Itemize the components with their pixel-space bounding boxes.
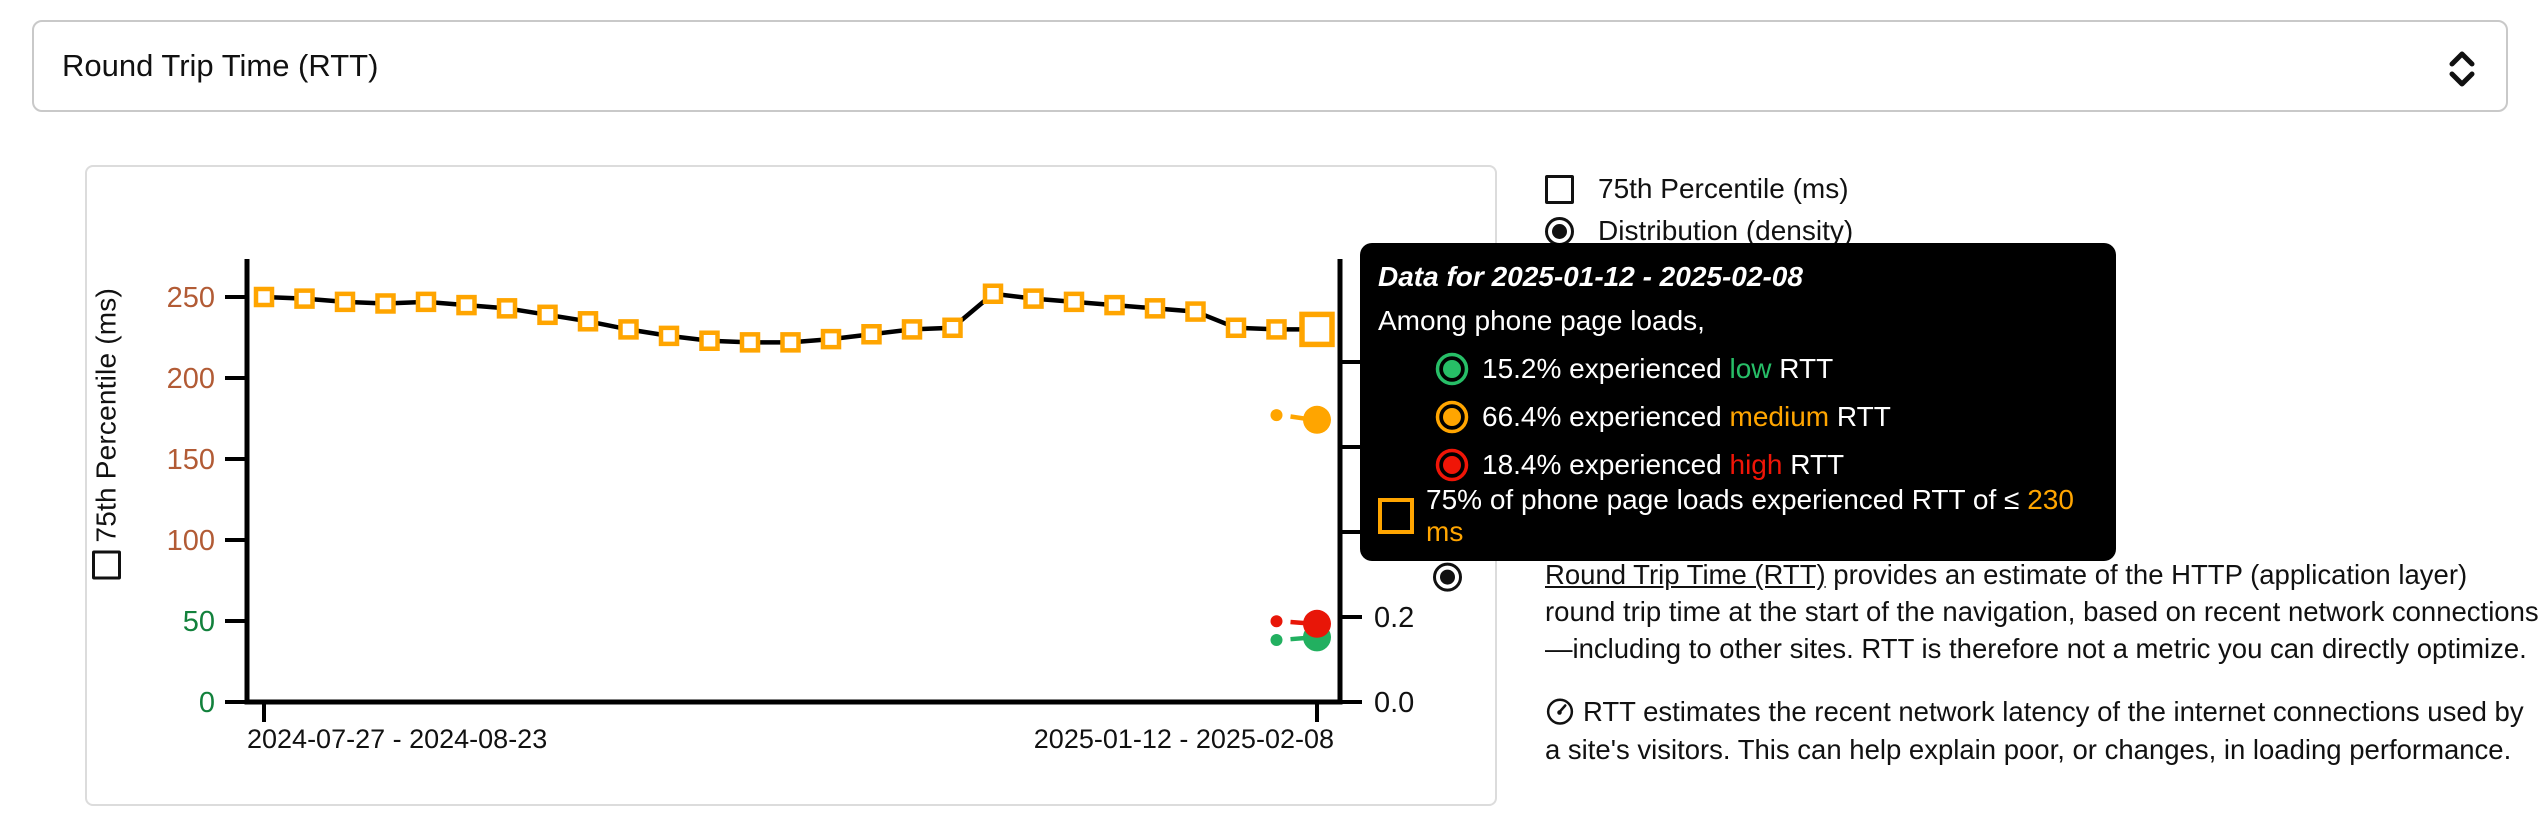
metric-description: Round Trip Time (RTT) provides an estima… xyxy=(1545,556,2540,794)
data-tooltip: Data for 2025-01-12 - 2025-02-08 Among p… xyxy=(1360,243,2116,561)
percentile-point xyxy=(496,298,518,319)
percentile-point xyxy=(1023,288,1044,309)
unfold-more-icon xyxy=(2444,46,2480,97)
percentile-point xyxy=(577,311,599,332)
tooltip-summary-value: 230 ms xyxy=(1426,484,2074,547)
percentile-point xyxy=(699,330,720,351)
percentile-point xyxy=(739,332,761,353)
percentile-point xyxy=(415,291,437,313)
chart-card: 0 50 100 150 200 250 0.0 0.2 2024-07-27 - 2024-0… xyxy=(85,165,1497,806)
radio-icon xyxy=(1433,562,1463,592)
percentile-point xyxy=(901,319,923,340)
percentile-point xyxy=(537,304,558,326)
tooltip-row: 15.2% experienced low RTT xyxy=(1378,345,2092,393)
percentile-point xyxy=(861,324,882,345)
checkbox-icon xyxy=(92,550,121,580)
percentile-point xyxy=(1225,317,1247,339)
right-axis-tick-label: 0.0 xyxy=(1374,687,1414,719)
percentile-point xyxy=(253,286,275,308)
metric-dropdown[interactable]: Round Trip Time (RTT) xyxy=(32,20,2508,112)
percentile-point xyxy=(1063,291,1085,313)
legend-row-distribution[interactable]: Distribution (density) xyxy=(1545,210,1853,252)
percentile-point xyxy=(456,294,477,316)
y-axis-title-left: 75th Percentile (ms) xyxy=(90,288,123,590)
tooltip-rows: 15.2% experienced low RTT 66.4% experien… xyxy=(1378,345,2092,489)
tooltip-intro: Among phone page loads, xyxy=(1378,305,1705,336)
percentile-checkbox-icon[interactable] xyxy=(1545,174,1574,204)
high-density-point-highlighted xyxy=(1303,609,1331,638)
tooltip-row: 66.4% experienced medium RTT xyxy=(1378,393,2092,441)
left-axis-tick-label: 100 xyxy=(167,525,215,557)
percentile-point xyxy=(982,283,1004,305)
low-density-point xyxy=(1270,633,1283,646)
high-density-point xyxy=(1270,615,1283,628)
rtt-docs-link[interactable]: Round Trip Time (RTT) xyxy=(1545,559,1826,590)
left-axis-tick-label: 0 xyxy=(199,687,215,719)
percentile-point xyxy=(942,317,963,339)
left-axis-tick-label: 250 xyxy=(167,282,215,314)
percentile-square-icon xyxy=(1378,498,1414,534)
metric-dropdown-label: Round Trip Time (RTT) xyxy=(62,48,379,83)
percentile-point xyxy=(618,319,639,340)
tooltip-row: 18.4% experienced high RTT xyxy=(1378,441,2092,489)
x-axis-tick-label-last: 2025-01-12 - 2025-02-08 xyxy=(1034,724,1334,754)
rtt-chart[interactable]: 0 50 100 150 200 250 0.0 0.2 2024-07-27 - 2024-0… xyxy=(87,167,1495,804)
distribution-radio-icon[interactable] xyxy=(1545,216,1574,246)
left-axis-tick-label: 150 xyxy=(167,444,215,476)
percentile-legend-label: 75th Percentile (ms) xyxy=(1598,173,1849,204)
distribution-legend-label: Distribution (density) xyxy=(1598,215,1854,246)
tooltip-title: Data for 2025-01-12 - 2025-02-08 xyxy=(1378,261,1803,292)
tooltip-summary-text: 75% of phone page loads experienced RTT … xyxy=(1426,484,2074,547)
description-paragraph-2: RTT estimates the recent network latency… xyxy=(1545,696,2524,765)
percentile-point xyxy=(658,325,680,347)
tooltip-summary: 75% of phone page loads experienced RTT … xyxy=(1378,484,2092,547)
x-axis-tick-label-first: 2024-07-27 - 2024-08-23 xyxy=(247,724,547,754)
y-axis-title-left-text: 75th Percentile (ms) xyxy=(90,288,122,543)
percentile-point xyxy=(334,291,356,313)
legend-row-percentile[interactable]: 75th Percentile (ms) xyxy=(1545,168,1853,210)
medium-density-point-highlighted xyxy=(1303,405,1331,434)
medium-density-point xyxy=(1270,409,1283,422)
left-axis-tick-label: 200 xyxy=(167,363,215,395)
right-axis-tick-label: 0.2 xyxy=(1374,602,1414,634)
percentile-point xyxy=(1185,301,1206,322)
series-legend: 75th Percentile (ms) Distribution (densi… xyxy=(1545,168,1853,252)
percentile-point xyxy=(1104,294,1125,316)
description-paragraph-1: Round Trip Time (RTT) provides an estima… xyxy=(1545,559,2539,665)
percentile-point xyxy=(780,332,801,353)
percentile-point-highlighted xyxy=(1299,311,1335,348)
percentile-point xyxy=(375,293,396,314)
percentile-point xyxy=(820,328,842,350)
percentile-point xyxy=(1144,298,1166,319)
high-rtt-marker-icon xyxy=(1435,448,1469,482)
gauge-icon xyxy=(1546,698,1574,726)
percentile-point xyxy=(294,288,315,309)
left-axis-tick-label: 50 xyxy=(183,606,215,638)
low-rtt-marker-icon xyxy=(1435,352,1469,386)
percentile-point xyxy=(1266,319,1287,340)
medium-rtt-marker-icon xyxy=(1435,400,1469,434)
